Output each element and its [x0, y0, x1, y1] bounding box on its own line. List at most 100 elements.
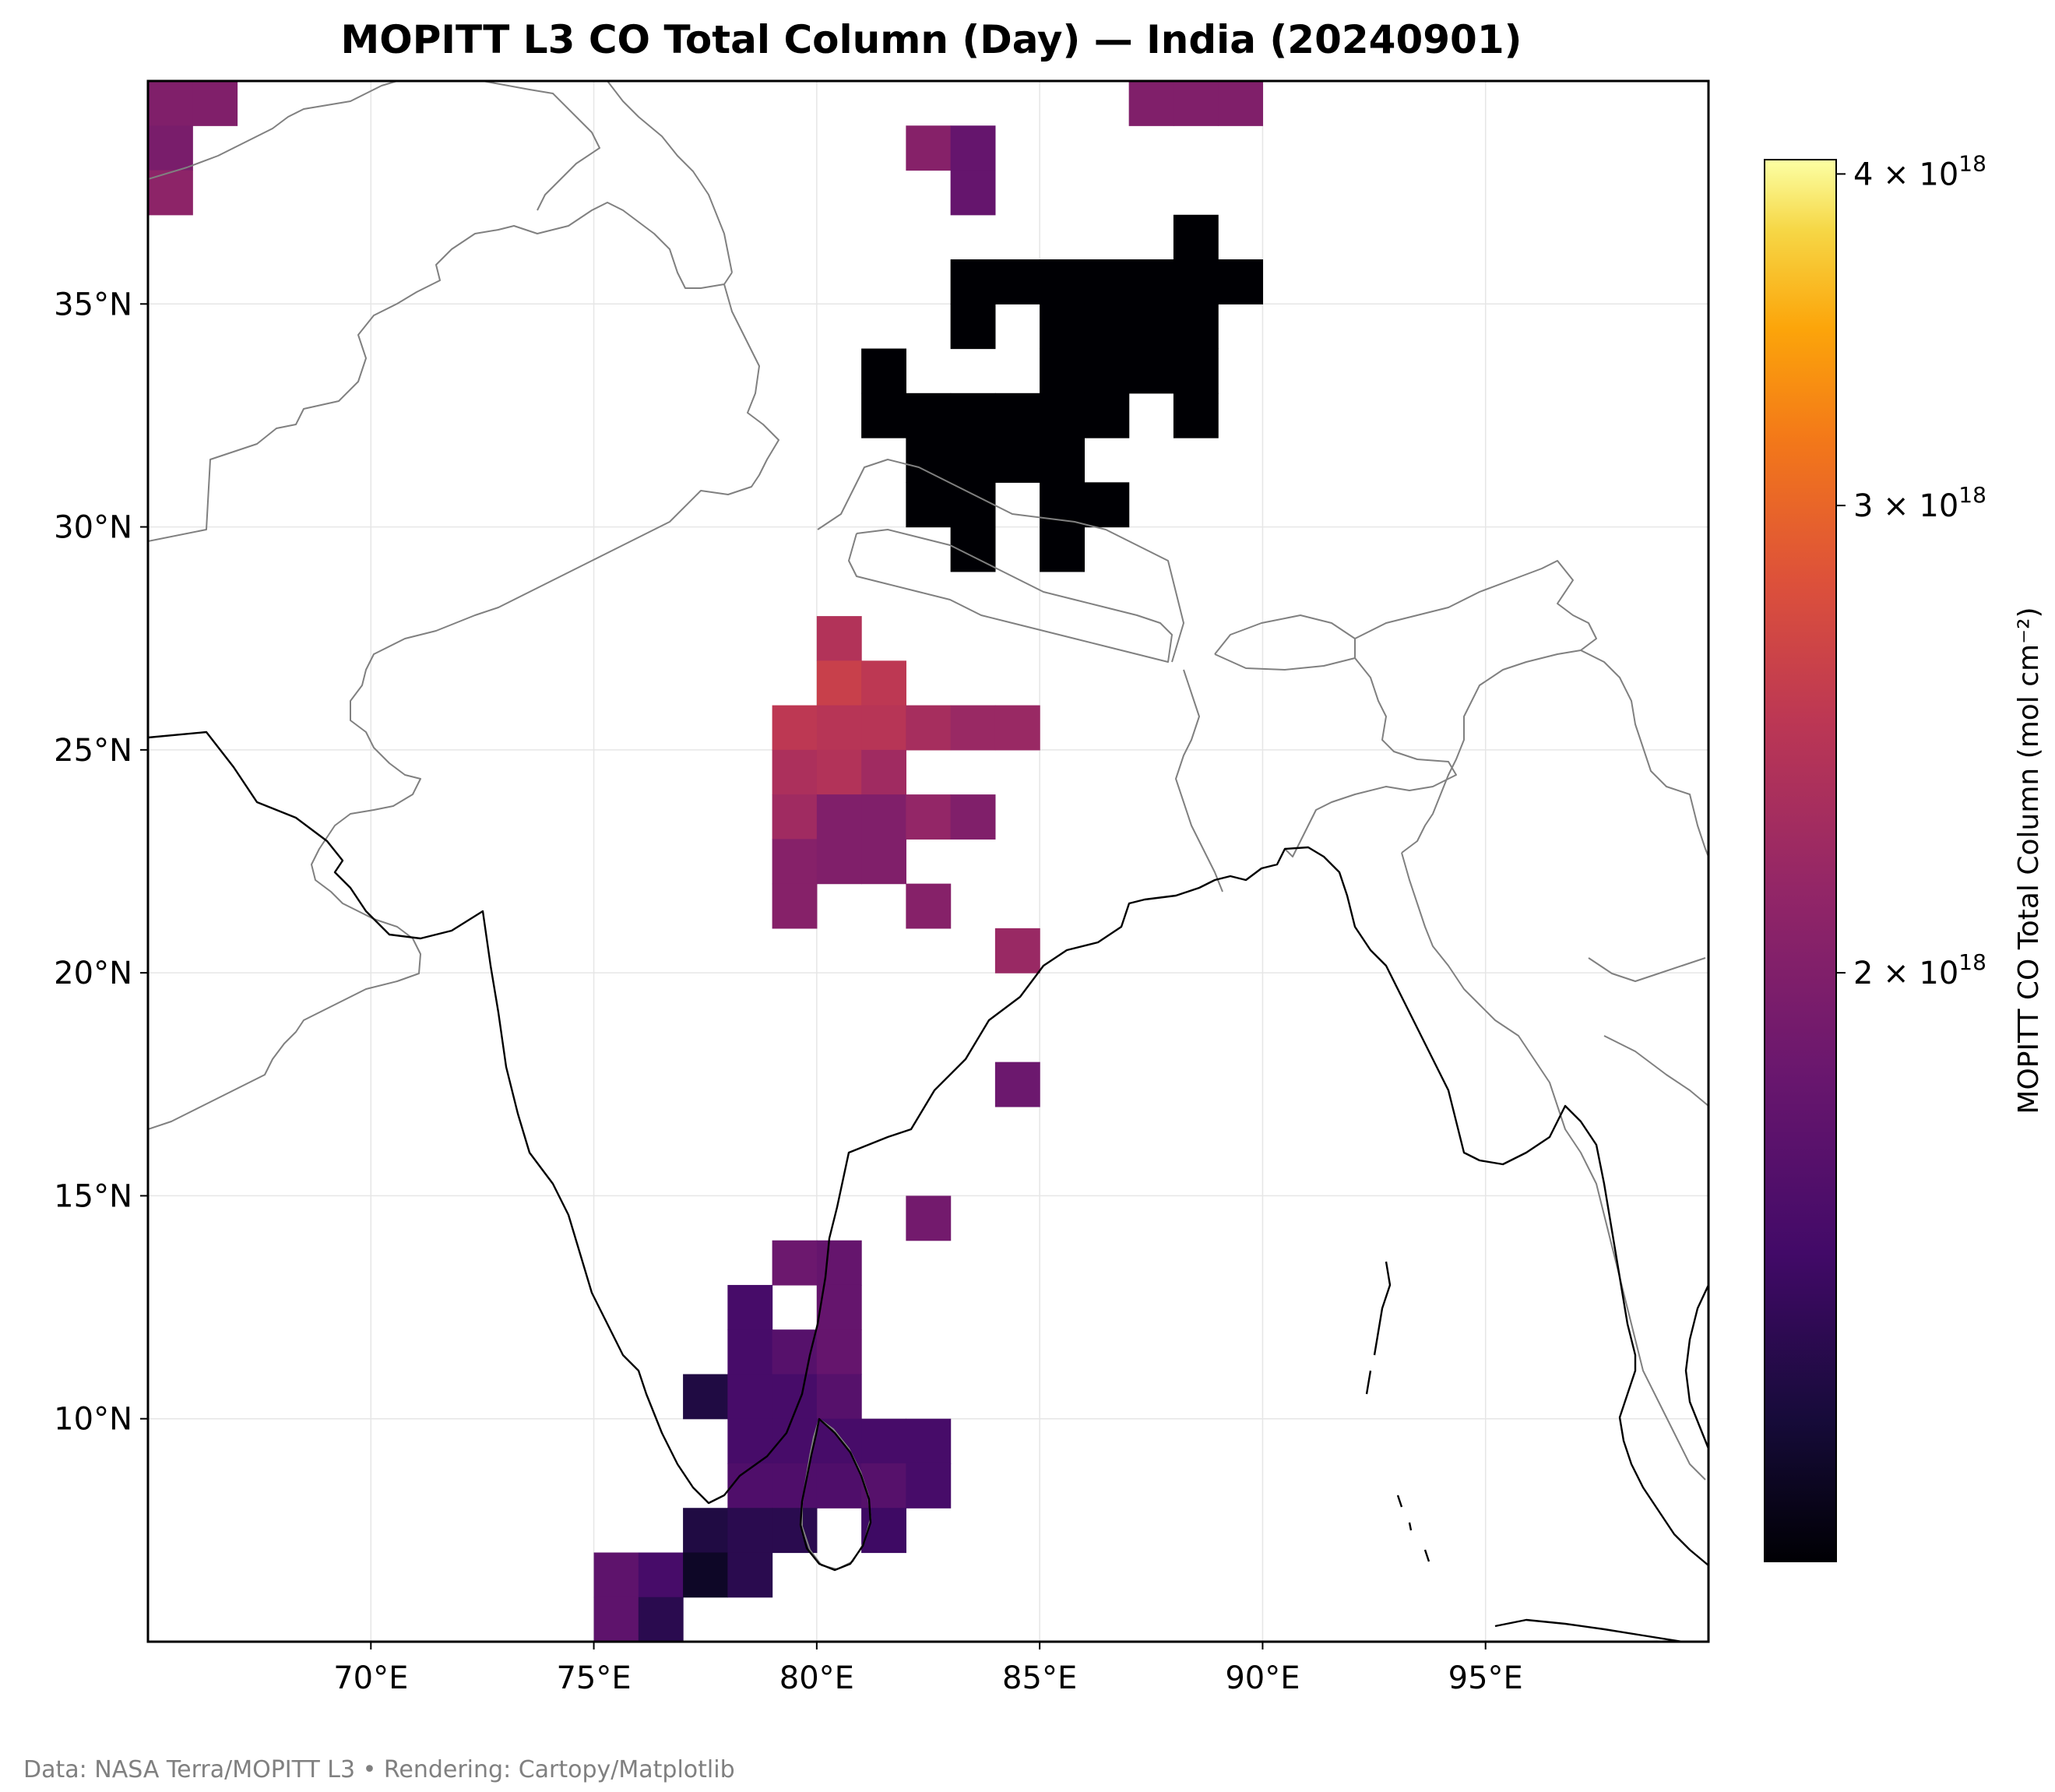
y-tick-label: 10°N	[54, 1402, 132, 1438]
co-cell	[1040, 526, 1085, 572]
co-cell	[1173, 348, 1219, 394]
co-cell	[950, 438, 996, 483]
co-cell	[772, 1240, 818, 1286]
co-cell	[994, 259, 1040, 305]
colorbar-tick-label: 3 × 1018	[1853, 482, 1986, 524]
co-cell	[1040, 304, 1085, 350]
co-cell	[816, 1418, 862, 1464]
co-cell	[593, 1597, 639, 1642]
co-cell	[1040, 438, 1085, 483]
co-cell	[1084, 348, 1130, 394]
afghanistan-border	[148, 81, 398, 180]
co-cell	[727, 1329, 773, 1375]
co-cell	[727, 1463, 773, 1509]
x-tick-label: 95°E	[1448, 1660, 1523, 1696]
andaman-islands	[1365, 1261, 1392, 1395]
y-tick-label: 25°N	[54, 733, 132, 769]
co-cell	[861, 749, 906, 795]
country-borders	[148, 81, 1708, 1570]
co-cell	[950, 482, 996, 528]
tibet-india-border	[817, 459, 1597, 663]
sumatra-coastline	[1494, 1618, 1683, 1642]
co-cell	[950, 259, 996, 305]
co-cell	[861, 660, 906, 706]
colorbar-tick-exponent: 18	[1958, 150, 1986, 176]
co-cell	[1040, 393, 1085, 438]
co-cell	[772, 705, 818, 751]
nepal-border	[848, 529, 1173, 663]
co-cell	[727, 1552, 773, 1598]
map-area	[148, 81, 1708, 1642]
co-cell	[950, 393, 996, 438]
map-frame	[146, 79, 1710, 1643]
co-cell	[906, 1463, 952, 1509]
co-cell	[1128, 259, 1174, 305]
co-cell	[906, 393, 952, 438]
co-cell	[593, 1552, 639, 1598]
india-coastline	[148, 731, 1708, 1566]
co-cell	[772, 1463, 818, 1509]
colorbar-tick-mantissa: 4 × 10	[1853, 157, 1958, 192]
longitude-axis: 70°E 75°E 80°E 85°E 90°E 95°E	[333, 1642, 1523, 1696]
myanmar-border	[1401, 650, 1708, 1480]
y-tick-label: 15°N	[54, 1178, 132, 1214]
pakistan-border	[148, 202, 733, 542]
co-cell	[816, 616, 862, 661]
co-cell	[950, 705, 996, 751]
co-cell	[1084, 482, 1130, 528]
colorbar-tick-mantissa: 3 × 10	[1853, 488, 1958, 524]
co-cell	[906, 438, 952, 483]
y-tick-label: 35°N	[54, 287, 132, 322]
co-cell	[950, 125, 996, 171]
co-cell	[772, 1508, 818, 1554]
co-cell	[816, 1240, 862, 1286]
co-cell	[727, 1374, 773, 1420]
co-cell	[772, 749, 818, 795]
nicobar-islands	[1396, 1495, 1430, 1562]
x-tick-label: 85°E	[1002, 1660, 1077, 1696]
co-cell	[816, 1329, 862, 1375]
y-tick-label: 20°N	[54, 956, 132, 991]
co-cell	[861, 1463, 906, 1509]
co-cell	[950, 794, 996, 840]
co-cell	[727, 1508, 773, 1554]
co-cell	[1173, 214, 1219, 260]
co-cell	[1173, 393, 1219, 438]
colorbar-tick-exponent: 18	[1958, 949, 1986, 975]
co-cell	[727, 1284, 773, 1330]
co-cell	[950, 304, 996, 350]
co-cell	[994, 928, 1040, 973]
x-tick-label: 75°E	[556, 1660, 631, 1696]
co-cell	[638, 1597, 684, 1642]
co-cell	[906, 794, 952, 840]
colorbar-tick-label: 2 × 1018	[1853, 949, 1986, 991]
laos-thailand-border	[1588, 957, 1708, 1107]
colorbar-gradient	[1764, 159, 1837, 1562]
co-cell	[1084, 259, 1130, 305]
bangladesh-border	[1175, 657, 1457, 892]
co-cell	[906, 883, 952, 929]
co-cell	[1218, 81, 1264, 126]
co-cell	[816, 749, 862, 795]
co-cell	[1084, 304, 1130, 350]
co-cell	[861, 393, 906, 438]
co-cell	[861, 794, 906, 840]
co-cell	[906, 125, 952, 171]
co-cell	[148, 125, 193, 171]
co-cell	[816, 705, 862, 751]
co-cell	[1173, 81, 1219, 126]
co-cell	[148, 170, 193, 216]
co-cell	[861, 705, 906, 751]
x-tick-label: 80°E	[779, 1660, 854, 1696]
co-cell	[816, 660, 862, 706]
co-cell	[772, 883, 818, 929]
co-cell	[994, 393, 1040, 438]
co-cell	[1173, 304, 1219, 350]
china-border	[482, 81, 733, 273]
co-cell	[1040, 259, 1085, 305]
map-title: MOPITT L3 CO Total Column (Day) — India …	[341, 17, 1522, 62]
co-cell	[772, 839, 818, 885]
co-cell	[950, 170, 996, 216]
